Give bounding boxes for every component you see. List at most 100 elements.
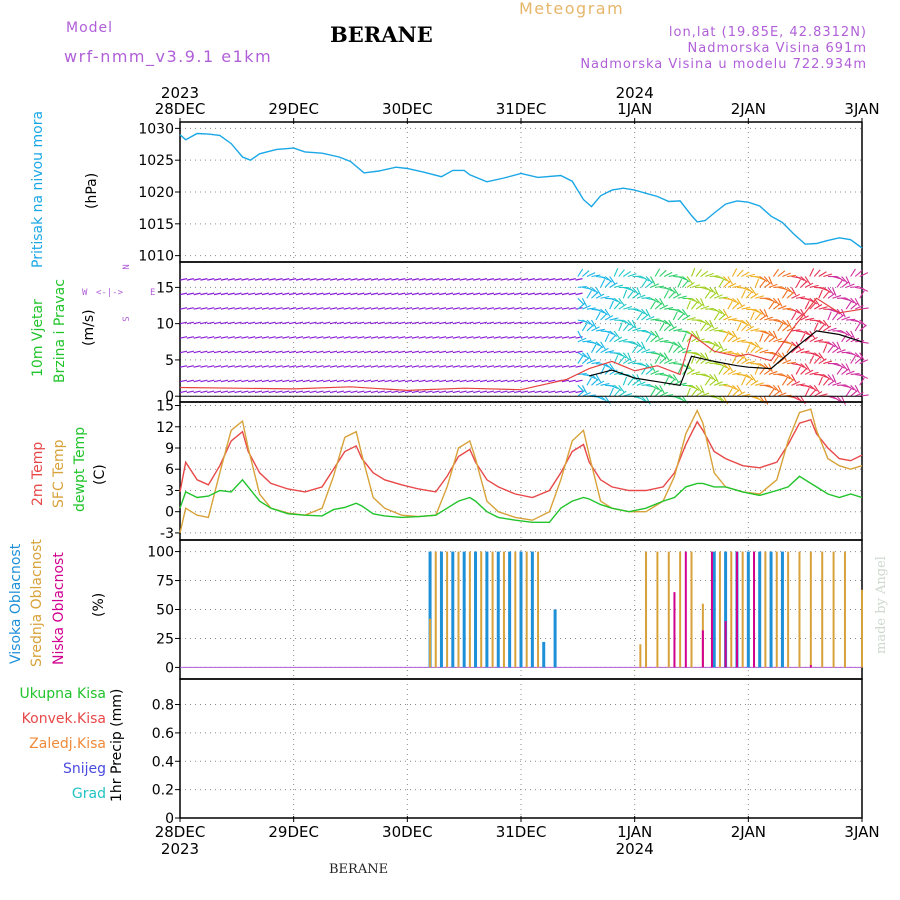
top-day-label: 1JAN xyxy=(617,100,652,118)
wind-barb xyxy=(631,287,639,295)
wind-barb xyxy=(561,390,570,394)
compass-arrows: <-|-> xyxy=(96,288,124,298)
wind-barb xyxy=(668,344,674,353)
wind-barb xyxy=(763,308,769,318)
bottom-day-label: 31DEC xyxy=(496,823,547,841)
wind-barb xyxy=(727,297,737,303)
wind-barb xyxy=(650,363,656,372)
wind-barb xyxy=(836,349,846,354)
wind-barb xyxy=(663,358,673,365)
wind-barb xyxy=(727,282,737,288)
wind-barb xyxy=(854,304,864,310)
wind-barb xyxy=(282,307,290,310)
wind-barb xyxy=(654,330,661,340)
wind-barb xyxy=(595,341,604,349)
wind-barb xyxy=(179,321,188,325)
wind-barb xyxy=(350,336,358,339)
wind-barb xyxy=(750,380,759,386)
wind-barb xyxy=(768,301,775,310)
wind-barb xyxy=(809,336,818,343)
cloud-bar xyxy=(645,551,648,668)
wind-barb xyxy=(248,365,256,368)
wind-barb xyxy=(507,292,515,296)
wind-barb xyxy=(507,390,515,394)
cloud-bar xyxy=(679,551,682,668)
wind-barb xyxy=(377,292,385,296)
wind-barb xyxy=(241,321,249,325)
wind-barb xyxy=(336,307,344,310)
wind-barb xyxy=(391,350,399,354)
wind-barb xyxy=(268,292,276,296)
wind-barb xyxy=(261,379,269,383)
wind-barb xyxy=(841,363,848,371)
wind-barb xyxy=(329,365,338,368)
wind-barb xyxy=(527,390,535,394)
wind-barb xyxy=(854,392,864,397)
pressure-panel: 1010 1015 1020 1025 1030 xyxy=(138,121,863,265)
wind-barb xyxy=(323,278,331,281)
wind-barb xyxy=(604,276,613,283)
cloud-bar xyxy=(787,551,790,668)
wind-barb xyxy=(795,296,806,299)
wind-barb xyxy=(213,365,222,368)
wind-barb xyxy=(677,308,686,316)
wind-barb xyxy=(295,278,304,281)
cloud-bar xyxy=(832,551,835,668)
wind-barb xyxy=(618,384,625,393)
wind-barb xyxy=(254,292,263,296)
wind-barb xyxy=(672,311,678,321)
wind-barb xyxy=(527,278,535,281)
wind-barb xyxy=(813,269,821,277)
cloud-bar xyxy=(843,551,846,668)
wind-barb xyxy=(659,322,665,332)
wind-barb xyxy=(336,379,344,383)
wind-barb xyxy=(500,307,508,310)
wind-barb xyxy=(288,307,297,310)
wind-barb xyxy=(800,315,809,321)
wind-barb xyxy=(804,276,811,285)
wind-barb xyxy=(561,278,570,281)
wind-barb xyxy=(404,307,413,310)
wind-barb xyxy=(845,388,852,397)
cloud-bar xyxy=(764,551,767,668)
wind-barb xyxy=(479,321,488,325)
wind-barb xyxy=(275,379,283,383)
wind-barb xyxy=(841,395,846,405)
wind-barb xyxy=(704,286,714,293)
wind-speed-line xyxy=(179,297,863,392)
wind-barb xyxy=(404,292,413,296)
wind-barb xyxy=(713,374,719,383)
wind-barb xyxy=(659,304,668,310)
wind-barb xyxy=(377,350,385,354)
wind-barb xyxy=(200,321,208,325)
wind-barb xyxy=(700,323,707,332)
wind-barb xyxy=(832,312,839,321)
wind-barb xyxy=(845,370,855,375)
wind-barb xyxy=(254,321,263,325)
wind-barb xyxy=(772,355,779,364)
wind-barb xyxy=(288,390,297,394)
wind-barb xyxy=(659,356,667,364)
wind-barb xyxy=(731,330,738,339)
wind-barb xyxy=(370,336,379,339)
wind-barb xyxy=(377,390,385,394)
wind-barb xyxy=(854,322,861,332)
cloud-bar xyxy=(639,644,642,668)
wind-barb xyxy=(213,379,222,383)
wind-barb xyxy=(850,268,856,277)
wind-barb xyxy=(791,374,797,383)
wind-barb xyxy=(439,292,447,296)
wind-barb xyxy=(668,341,678,346)
wind-barb xyxy=(568,307,576,310)
wind-barb xyxy=(486,379,495,383)
wind-barb xyxy=(309,321,317,325)
wind-barb xyxy=(350,365,358,368)
wind-barb xyxy=(732,285,742,288)
wind-barb xyxy=(473,278,481,281)
wind-barb xyxy=(329,278,338,281)
wind-barb xyxy=(479,292,488,296)
wind-barb xyxy=(213,292,222,296)
wind-barb xyxy=(804,282,814,288)
wind-barb xyxy=(288,336,297,339)
wind-barb xyxy=(316,365,324,368)
